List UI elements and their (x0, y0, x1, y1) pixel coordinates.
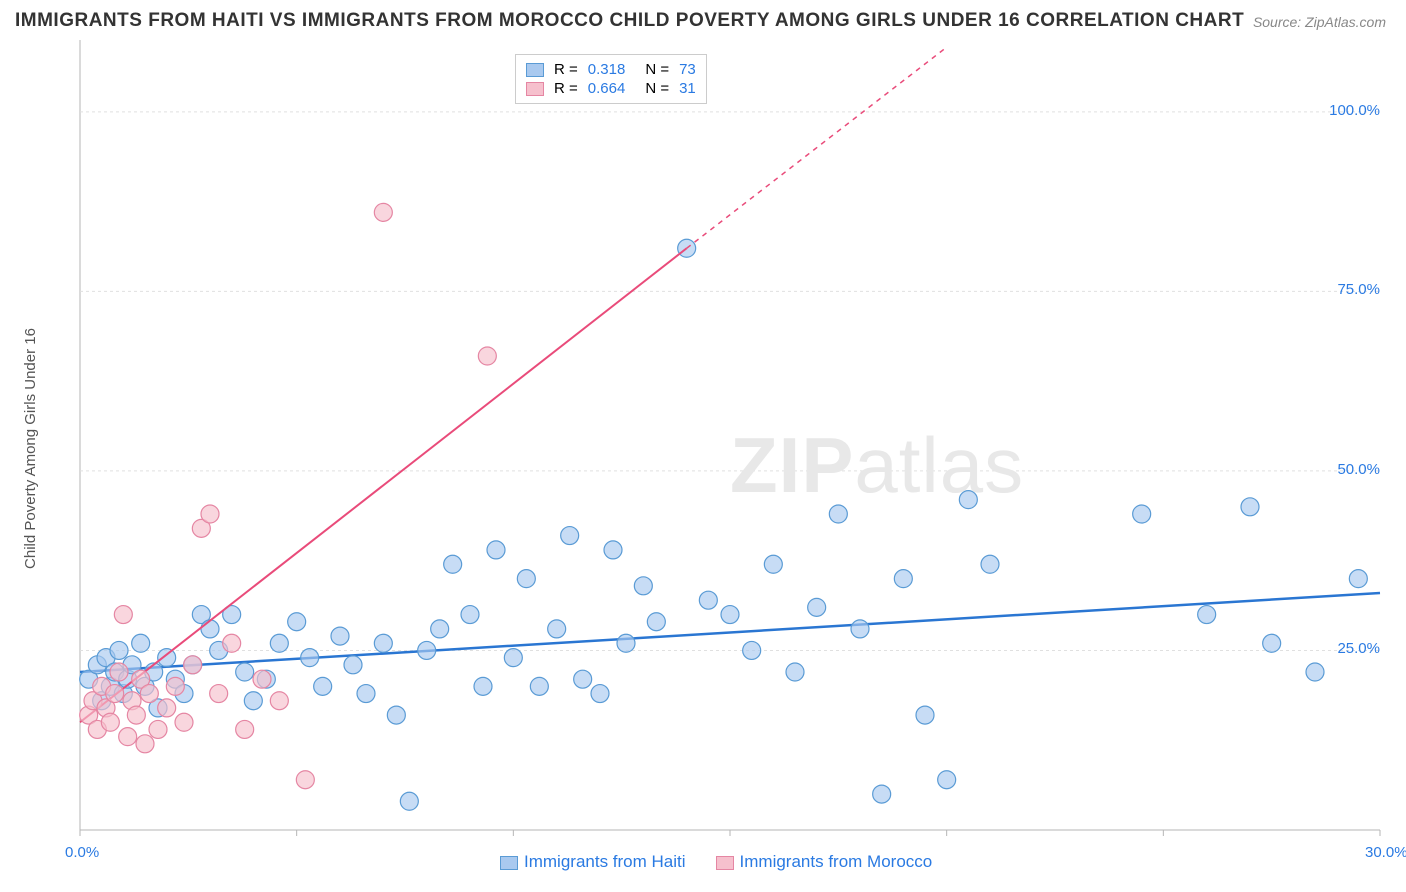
legend-item: Immigrants from Haiti (500, 852, 686, 872)
y-axis-label: Child Poverty Among Girls Under 16 (22, 328, 39, 569)
y-tick-label: 25.0% (1337, 640, 1380, 657)
x-tick-label: 0.0% (65, 844, 99, 861)
legend-row: R =0.318N =73 (526, 61, 696, 78)
chart-title: IMMIGRANTS FROM HAITI VS IMMIGRANTS FROM… (15, 10, 1244, 32)
y-tick-label: 100.0% (1329, 102, 1380, 119)
legend-row: R =0.664N =31 (526, 80, 696, 97)
scatter-chart (50, 40, 1390, 880)
x-tick-label: 30.0% (1365, 844, 1406, 861)
y-tick-label: 50.0% (1337, 461, 1380, 478)
series-legend: Immigrants from Haiti Immigrants from Mor… (500, 852, 932, 872)
correlation-legend: R =0.318N =73 R =0.664N =31 (515, 54, 707, 104)
chart-container: ZIPatlas Child Poverty Among Girls Under… (50, 40, 1390, 880)
source-attribution: Source: ZipAtlas.com (1253, 14, 1386, 30)
y-tick-label: 75.0% (1337, 281, 1380, 298)
legend-item: Immigrants from Morocco (716, 852, 933, 872)
